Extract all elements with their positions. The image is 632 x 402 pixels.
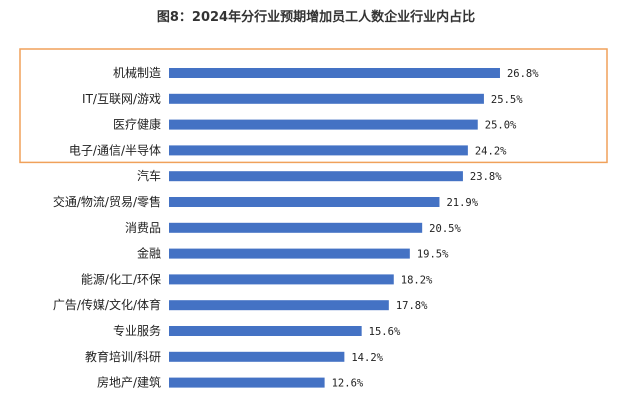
bar [169, 326, 362, 336]
bar [169, 197, 440, 207]
category-label: 房地产/建筑 [97, 375, 161, 390]
value-label: 24.2% [475, 145, 507, 157]
bar [169, 119, 478, 130]
category-label: 汽车 [137, 168, 161, 183]
value-label: 26.8% [507, 68, 539, 80]
category-label: 交通/物流/贸易/零售 [53, 194, 161, 209]
value-label: 14.2% [351, 352, 383, 364]
bar [169, 171, 463, 182]
category-label: 教育培训/科研 [85, 349, 161, 364]
category-label: 消费品 [125, 221, 161, 235]
value-label: 25.0% [485, 120, 517, 132]
value-label: 25.5% [491, 94, 523, 106]
category-label: IT/互联网/游戏 [82, 92, 161, 106]
bar [169, 93, 484, 104]
category-label: 专业服务 [113, 323, 161, 338]
category-label: 金融 [137, 246, 161, 261]
category-label: 电子/通信/半导体 [69, 143, 161, 157]
bar [169, 377, 325, 388]
chart-title: 图8：2024年分行业预期增加员工人数企业行业内占比 [156, 10, 476, 25]
value-label: 15.6% [369, 326, 401, 338]
bar [169, 145, 468, 156]
value-label: 23.8% [470, 171, 502, 183]
bar [169, 248, 410, 259]
bar [169, 222, 423, 233]
value-label: 17.8% [396, 300, 428, 312]
bar [169, 300, 389, 311]
category-label: 机械制造 [113, 65, 161, 80]
category-label: 广告/传媒/文化/体育 [53, 297, 161, 312]
highlight-box [19, 48, 608, 164]
value-label: 19.5% [417, 249, 449, 261]
bar [169, 351, 345, 362]
value-label: 21.9% [446, 197, 478, 209]
category-label: 医疗健康 [113, 117, 161, 132]
value-label: 18.2% [401, 274, 433, 286]
bar [169, 274, 394, 285]
value-label: 12.6% [332, 378, 364, 390]
value-label: 20.5% [429, 223, 461, 235]
category-label: 能源/化工/环保 [81, 272, 161, 286]
bar [169, 68, 500, 78]
